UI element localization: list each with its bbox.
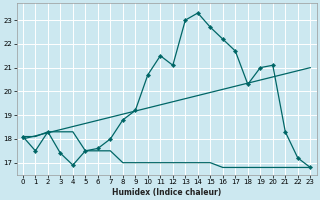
X-axis label: Humidex (Indice chaleur): Humidex (Indice chaleur) bbox=[112, 188, 221, 197]
